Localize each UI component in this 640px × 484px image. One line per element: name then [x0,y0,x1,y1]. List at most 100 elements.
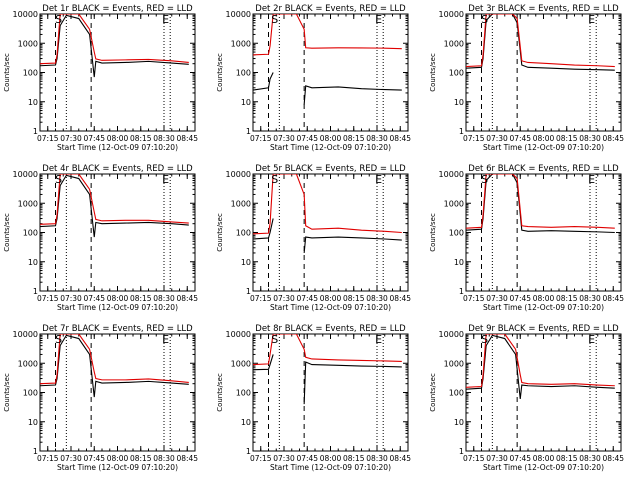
marker-label: E [588,333,595,346]
y-axis-label: Counts/sec [429,53,437,92]
y-axis-label: Counts/sec [3,53,11,92]
marker-label: E [375,173,382,186]
x-tick-label: 07:45 [296,134,318,143]
x-tick-label: 07:45 [296,294,318,303]
y-tick-label: 100 [449,229,464,238]
x-tick-label: 08:15 [343,454,365,463]
y-tick-label: 1 [459,447,464,456]
series-line-events [253,354,402,405]
y-tick-label: 1 [459,287,464,296]
x-tick-label: 07:30 [273,454,295,463]
y-tick-label: 10000 [226,330,251,339]
x-tick-label: 08:45 [176,134,198,143]
y-tick-label: 10 [241,258,251,267]
x-tick-label: 07:30 [273,134,295,143]
y-tick-label: 100 [23,229,38,238]
x-tick-label: 08:00 [533,454,555,463]
plot-frame [465,13,622,132]
x-axis-label: Start Time (12-Oct-09 07:10:20) [270,463,391,472]
x-tick-label: 08:30 [153,454,175,463]
x-tick-label: 08:45 [389,134,411,143]
marker-label: E [588,173,595,186]
plot-frame [39,173,196,292]
panel-7: 1 10 100 1000 10000 07:15 07:30 07:45 08:00 08:15… [3,324,198,472]
x-tick-label: 08:45 [602,294,624,303]
x-tick-label: 07:45 [83,454,105,463]
y-axis-label: Counts/sec [429,373,437,412]
marker-label: S [481,333,488,346]
panel-title: Det 8r BLACK = Events, RED = LLD [255,324,406,334]
x-tick-label: 08:15 [556,294,578,303]
panel-9: 1 10 100 1000 10000 07:15 07:30 07:45 08:00 08:15… [429,324,624,472]
y-axis-label: Counts/sec [3,373,11,412]
x-tick-label: 08:00 [107,294,129,303]
x-tick-label: 07:15 [250,134,272,143]
y-tick-label: 10000 [13,330,38,339]
panel-3: 1 10 100 1000 10000 07:15 07:30 07:45 08:00 08:15… [429,4,624,152]
marker-label: S [55,333,62,346]
marker-label: E [162,333,169,346]
series-line-lld [466,174,615,229]
y-tick-label: 10 [454,98,464,107]
x-tick-label: 08:15 [343,294,365,303]
y-tick-label: 10 [241,98,251,107]
x-tick-label: 07:15 [250,294,272,303]
panel-8: 1 10 100 1000 10000 07:15 07:30 07:45 08:00 08:15… [216,324,411,472]
y-tick-label: 1000 [444,39,464,48]
y-tick-label: 1000 [18,39,38,48]
x-axis-label: Start Time (12-Oct-09 07:10:20) [270,143,391,152]
x-tick-label: 07:15 [463,294,485,303]
x-tick-label: 08:30 [153,294,175,303]
y-tick-label: 100 [236,389,251,398]
series-line-lld [253,174,402,235]
x-tick-label: 08:30 [366,134,388,143]
x-tick-label: 08:15 [130,454,152,463]
x-tick-label: 07:15 [37,454,59,463]
y-tick-label: 10 [28,98,38,107]
x-tick-label: 08:45 [176,294,198,303]
x-tick-label: 08:00 [320,294,342,303]
marker-label: S [55,173,62,186]
marker-label: E [162,173,169,186]
x-tick-label: 08:00 [320,454,342,463]
x-tick-label: 07:45 [83,294,105,303]
x-tick-label: 08:30 [579,454,601,463]
y-tick-label: 10000 [226,10,251,19]
y-tick-label: 1000 [231,199,251,208]
y-tick-label: 1 [33,447,38,456]
series-line-events [253,72,402,105]
plot-frame [39,13,196,132]
marker-label: E [162,13,169,26]
y-tick-label: 1 [246,447,251,456]
y-tick-label: 10000 [13,170,38,179]
series-line-lld [40,174,189,225]
y-tick-label: 10 [28,418,38,427]
x-tick-label: 08:45 [389,294,411,303]
series-line-lld [253,14,402,56]
series-line-lld [253,334,402,366]
x-tick-label: 08:15 [556,454,578,463]
panel-1: 1 10 100 1000 10000 07:15 07:30 07:45 08:00 08:15… [3,4,198,152]
y-tick-label: 10000 [13,10,38,19]
y-tick-label: 100 [23,69,38,78]
x-tick-label: 08:00 [533,134,555,143]
marker-label: S [271,173,278,186]
panel-2: 1 10 100 1000 10000 07:15 07:30 07:45 08:00 08:15… [216,4,411,152]
x-tick-label: 08:15 [343,134,365,143]
y-tick-label: 1000 [18,199,38,208]
x-tick-label: 08:30 [366,294,388,303]
y-tick-label: 100 [236,229,251,238]
marker-label: S [481,173,488,186]
x-tick-label: 07:45 [509,454,531,463]
x-tick-label: 07:45 [509,294,531,303]
x-tick-label: 07:30 [486,294,508,303]
y-tick-label: 100 [23,389,38,398]
x-tick-label: 08:30 [579,294,601,303]
x-tick-label: 07:30 [60,134,82,143]
y-tick-label: 1 [459,127,464,136]
x-tick-label: 07:15 [37,134,59,143]
y-tick-label: 10000 [439,330,464,339]
x-tick-label: 07:15 [463,454,485,463]
x-tick-label: 08:15 [130,294,152,303]
